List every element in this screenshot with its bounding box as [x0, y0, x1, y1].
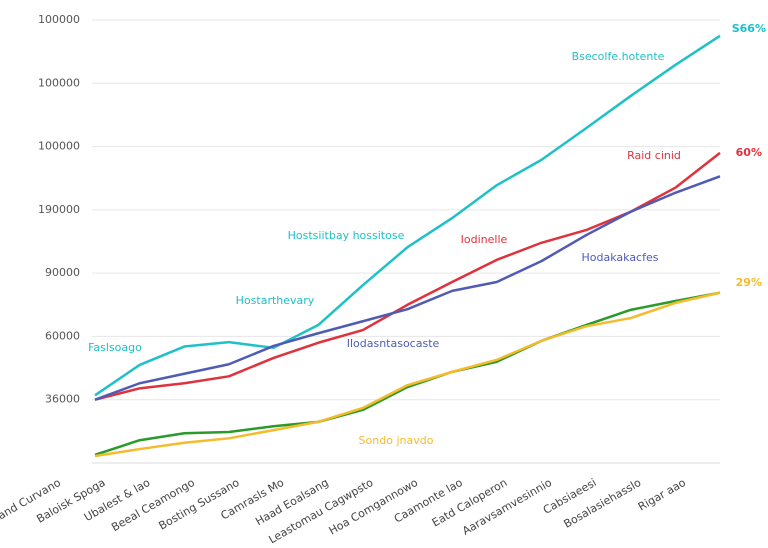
line	[94, 34, 721, 397]
annotation: Hostsiitbay hossitose	[288, 229, 405, 242]
annotation: Sondo jnavdo	[359, 434, 434, 447]
annotation: Iodinelle	[461, 233, 508, 246]
annotation: Hostarthevary	[236, 294, 315, 307]
x-tick-label: Rigar aao	[636, 476, 688, 514]
annotation: Hodakakacfes	[582, 251, 659, 264]
line	[94, 291, 721, 458]
y-tick-label: 60000	[45, 329, 80, 342]
y-tick-label: 36000	[45, 393, 80, 406]
annotation: Raid cinid	[627, 149, 681, 162]
line	[94, 151, 721, 401]
annotation: Bsecolfe.hotente	[572, 50, 665, 63]
y-tick-label: 100000	[38, 140, 80, 153]
annotation: 29%	[736, 276, 762, 289]
line	[94, 291, 721, 456]
x-tick-label: Bosalasiehasslo	[561, 476, 643, 531]
y-tick-label: 100000	[38, 13, 80, 26]
y-tick-label: 90000	[45, 266, 80, 279]
y-tick-label: 100000	[38, 76, 80, 89]
line	[94, 175, 721, 401]
annotation: 60%	[736, 146, 762, 159]
annotation: S66%	[732, 22, 766, 35]
annotation: Faslsoago	[88, 341, 142, 354]
annotation: Ilodasntasocaste	[347, 337, 440, 350]
y-tick-label: 190000	[38, 203, 80, 216]
